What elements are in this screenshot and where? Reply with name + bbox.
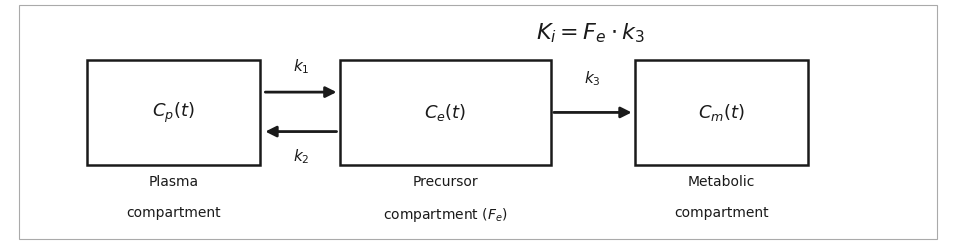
Text: Plasma: Plasma xyxy=(148,175,199,189)
Text: Precursor: Precursor xyxy=(412,175,478,189)
Text: $k_1$: $k_1$ xyxy=(293,58,309,76)
Text: $K_i = F_e \cdot k_3$: $K_i = F_e \cdot k_3$ xyxy=(536,21,645,45)
Text: $C_m(t)$: $C_m(t)$ xyxy=(698,102,745,123)
Text: compartment: compartment xyxy=(126,206,221,220)
Text: $C_e(t)$: $C_e(t)$ xyxy=(424,102,467,123)
Text: compartment ($F_e$): compartment ($F_e$) xyxy=(382,206,508,224)
Text: $k_2$: $k_2$ xyxy=(293,147,309,166)
Bar xyxy=(87,60,260,165)
Bar xyxy=(339,60,551,165)
Text: Metabolic: Metabolic xyxy=(688,175,755,189)
Bar xyxy=(635,60,808,165)
Text: compartment: compartment xyxy=(674,206,769,220)
Text: $C_p(t)$: $C_p(t)$ xyxy=(152,100,195,124)
Text: $k_3$: $k_3$ xyxy=(584,70,600,88)
